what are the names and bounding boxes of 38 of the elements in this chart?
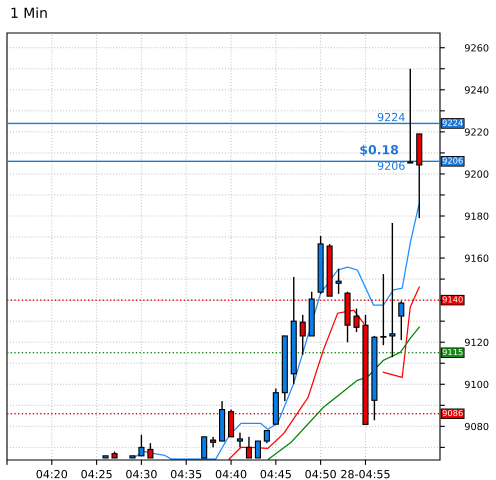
candlestick xyxy=(389,222,396,358)
candlestick xyxy=(210,436,216,448)
candlestick xyxy=(264,430,270,444)
y-tick-label: 9100 xyxy=(464,380,488,388)
x-tick-label: 04:20 xyxy=(36,470,68,478)
ref-line-label: 9140 xyxy=(442,296,463,303)
y-tick-label: 9260 xyxy=(464,44,488,52)
x-tick-label: 04:30 xyxy=(126,470,157,478)
candlestick xyxy=(398,300,404,341)
x-tick-label: 04:45 xyxy=(260,470,291,478)
line-series xyxy=(134,202,420,460)
ref-line-label: 9115 xyxy=(442,348,463,356)
x-tick-label: 04:50 xyxy=(305,470,336,478)
candlestick xyxy=(407,68,414,164)
ref-line-label: 9224 xyxy=(378,112,405,122)
line-series xyxy=(268,326,420,460)
candlestick xyxy=(380,273,386,346)
x-tick-label: 04:35 xyxy=(170,470,202,478)
text: 9224 xyxy=(442,120,463,126)
chart-title: 1 Min xyxy=(12,7,47,18)
candlestick xyxy=(300,314,306,356)
annotation: $0.18 xyxy=(360,144,398,156)
candlestick xyxy=(336,268,342,295)
candlestick xyxy=(138,434,144,456)
y-tick-label: 9220 xyxy=(464,128,488,136)
y-tick-label: 9200 xyxy=(464,170,488,178)
text: 9206 xyxy=(442,157,463,164)
candlestick xyxy=(353,308,360,333)
ref-line-label: 9086 xyxy=(442,410,463,416)
x-tick-label: 04:25 xyxy=(81,470,112,478)
y-tick-label: 9120 xyxy=(464,338,488,346)
y-tick-label: 9160 xyxy=(464,254,488,262)
y-tick-label: 9080 xyxy=(464,422,488,430)
x-tick-label: 04:40 xyxy=(216,470,246,478)
y-tick-label: 9180 xyxy=(464,212,488,220)
y-tick-label: 9240 xyxy=(464,86,488,94)
x-tick-label: 28-04:55 xyxy=(341,470,390,478)
candlestick xyxy=(236,432,244,448)
